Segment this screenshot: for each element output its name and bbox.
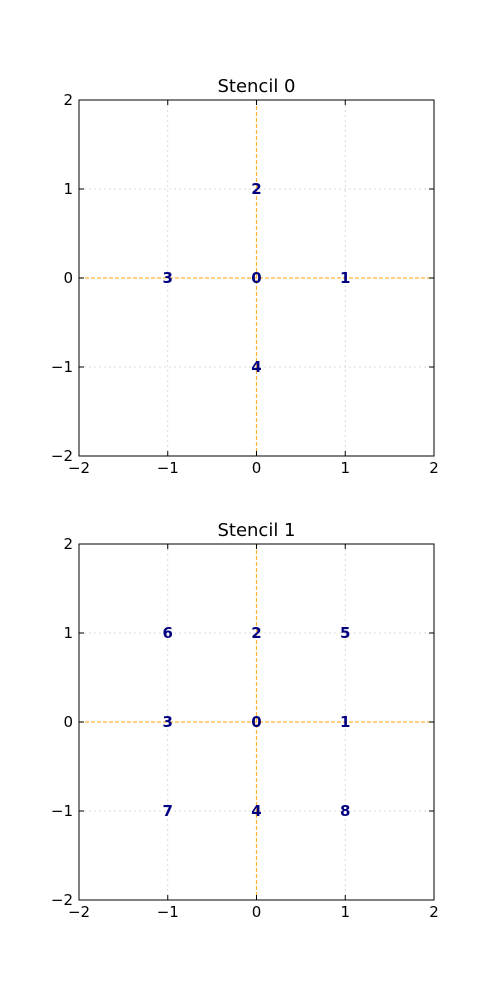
x-tick-label: 0 [252, 459, 262, 477]
stencil-point-label: 7 [163, 802, 173, 820]
stencil-point-label: 3 [163, 713, 173, 731]
y-tick-label: 2 [63, 91, 73, 109]
y-tick-label: 0 [63, 713, 73, 731]
stencil-point-label: 8 [340, 802, 350, 820]
x-tick-label: −1 [157, 459, 179, 477]
stencil-point-label: 6 [163, 624, 173, 642]
y-tick-label: −1 [51, 358, 73, 376]
y-tick-label: 1 [63, 624, 73, 642]
x-tick-label: 1 [340, 903, 350, 921]
chart-title: Stencil 1 [217, 520, 295, 541]
x-tick-label: 2 [429, 459, 439, 477]
stencil-point-label: 0 [251, 713, 261, 731]
y-tick-label: 2 [63, 535, 73, 553]
stencil-point-label: 1 [340, 269, 350, 287]
y-tick-label: 1 [63, 180, 73, 198]
stencil-point-label: 4 [251, 802, 261, 820]
stencil-point-label: 1 [340, 713, 350, 731]
stencil-point-label: 2 [251, 180, 261, 198]
stencil-point-label: 4 [251, 358, 261, 376]
x-tick-label: −1 [157, 903, 179, 921]
y-tick-label: −2 [51, 447, 73, 465]
stencil-point-label: 2 [251, 624, 261, 642]
x-tick-label: −2 [68, 459, 90, 477]
x-tick-label: 0 [252, 903, 262, 921]
x-tick-label: 2 [429, 903, 439, 921]
stencil-point-label: 3 [163, 269, 173, 287]
stencil-point-label: 5 [340, 624, 350, 642]
y-tick-label: 0 [63, 269, 73, 287]
y-tick-label: −2 [51, 891, 73, 909]
chart-title: Stencil 0 [217, 76, 295, 97]
x-tick-label: 1 [340, 459, 350, 477]
stencil-point-label: 0 [251, 269, 261, 287]
y-tick-label: −1 [51, 802, 73, 820]
x-tick-label: −2 [68, 903, 90, 921]
stencil-panel-1: −2 −1 0 1 2 −2 −1 0 1 2 Stencil 1 0 1 2 3 4 5 6 7 8 [51, 520, 439, 921]
stencil-panel-0: −2 −1 0 1 2 −2 −1 0 1 2 Stencil 0 0 1 2 3 4 [51, 76, 439, 477]
